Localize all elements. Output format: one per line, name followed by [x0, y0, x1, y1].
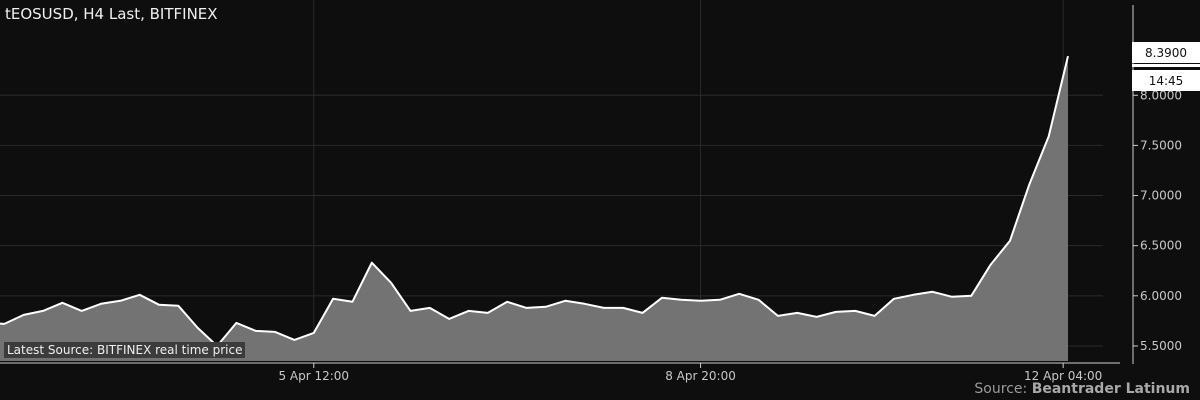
- y-tick-label: 6.0000: [1140, 289, 1182, 303]
- last-price-label: 8.3900: [1145, 46, 1187, 60]
- x-tick-label: 8 Apr 20:00: [665, 369, 736, 383]
- last-time-label: 14:45: [1149, 74, 1184, 88]
- last-time-box: [1132, 70, 1200, 91]
- y-axis-ticks: 5.5000 6.0000 6.5000 7.0000 7.5000 8.0000: [1133, 88, 1182, 353]
- x-tick-label: 5 Apr 12:00: [278, 369, 349, 383]
- y-tick-label: 7.0000: [1140, 189, 1182, 203]
- last-value-markers: 8.3900 14:45: [1132, 42, 1200, 91]
- x-axis-ticks: 5 Apr 12:00 8 Apr 20:00 12 Apr 04:00: [278, 363, 1102, 383]
- price-line: [0, 55, 1069, 347]
- y-tick-label: 6.5000: [1140, 239, 1182, 253]
- price-area: [0, 56, 1068, 361]
- source-name: Beantrader Latinum: [1031, 381, 1190, 397]
- chart-title: tEOSUSD, H4 Last, BITFINEX: [5, 5, 218, 23]
- y-tick-label: 7.5000: [1140, 138, 1182, 152]
- x-tick-label: 12 Apr 04:00: [1024, 369, 1102, 383]
- last-price-box: [1132, 42, 1200, 63]
- latest-source-badge: Latest Source: BITFINEX real time price: [4, 342, 246, 358]
- source-credit: Source: Beantrader Latinum: [974, 381, 1190, 397]
- y-tick-label: 8.0000: [1140, 88, 1182, 102]
- source-prefix: Source:: [974, 381, 1028, 397]
- y-tick-label: 5.5000: [1140, 339, 1182, 353]
- last-price-divider: [1132, 64, 1200, 67]
